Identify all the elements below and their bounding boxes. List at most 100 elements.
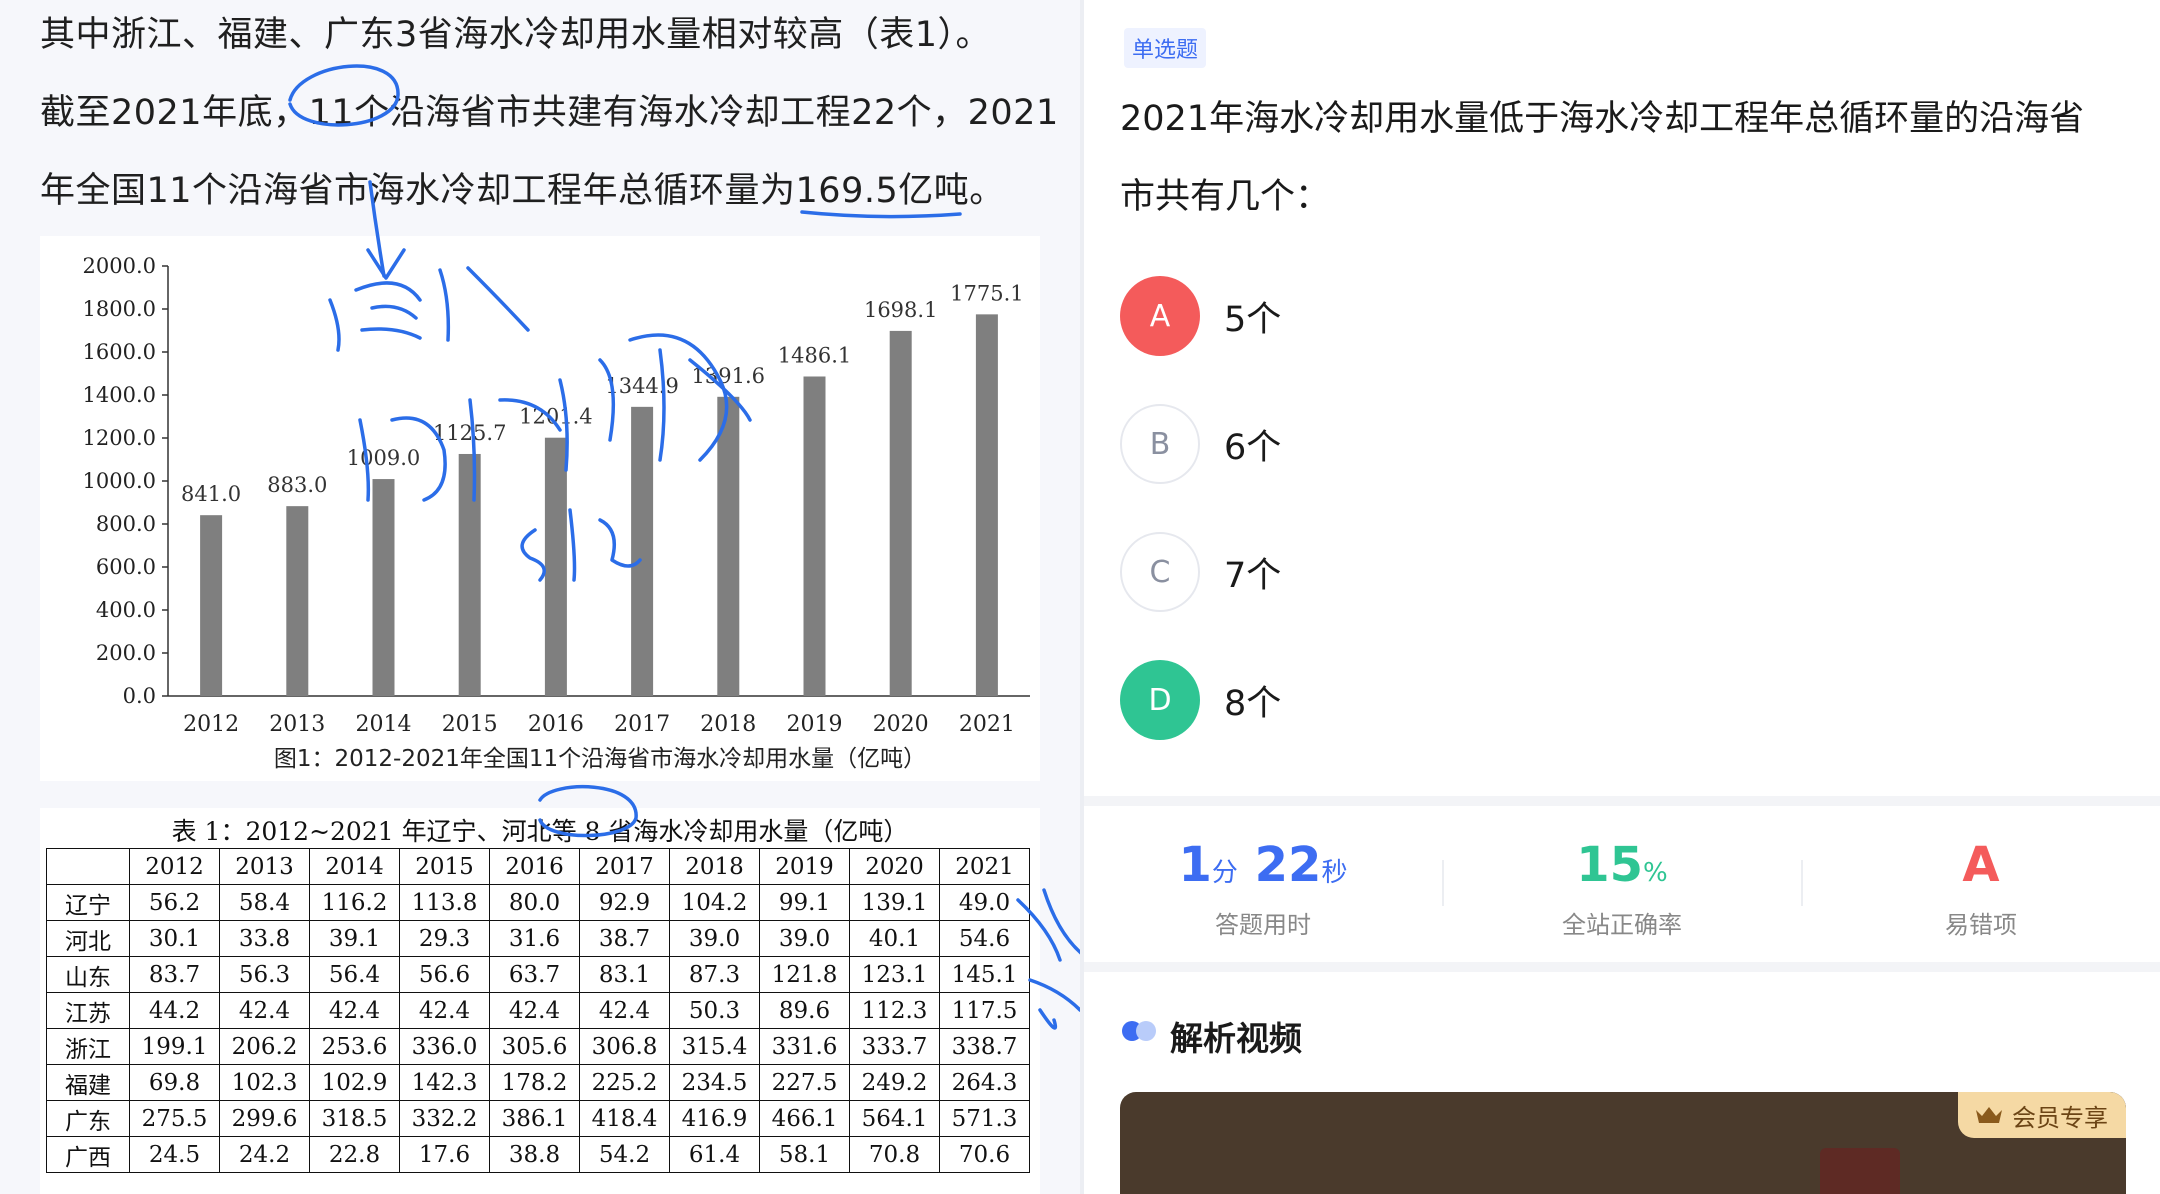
table-value-cell: 89.6 xyxy=(759,992,850,1029)
table-value-cell: 315.4 xyxy=(669,1028,760,1065)
data-table: 2012 2013 2014 2015 2016 2017 2018 2019 2020 2021… xyxy=(46,848,1030,1173)
table-value-cell: 56.6 xyxy=(399,956,490,993)
table-header-row: 2012 2013 2014 2015 2016 2017 2018 2019 2020 2021 xyxy=(46,848,1030,885)
table-value-cell: 83.7 xyxy=(129,956,220,993)
bar-value-label: 1391.6 xyxy=(692,364,765,388)
table-value-cell: 42.4 xyxy=(219,992,310,1029)
stat-time-min: 1 xyxy=(1178,837,1212,893)
table-value-cell: 54.6 xyxy=(939,920,1030,957)
y-tick-label: 0.0 xyxy=(123,684,156,708)
y-tick-label: 800.0 xyxy=(96,512,156,536)
stat-accuracy-unit: % xyxy=(1643,858,1668,888)
passage-line-1: 其中浙江、福建、广东3省海水冷却用水量相对较高（表1）。 xyxy=(40,15,992,55)
x-tick-label: 2021 xyxy=(959,712,1015,737)
y-tick-label: 200.0 xyxy=(96,641,156,665)
table-value-cell: 234.5 xyxy=(669,1064,760,1101)
table-value-cell: 50.3 xyxy=(669,992,760,1029)
table-value-cell: 113.8 xyxy=(399,884,490,921)
table-year-header: 2013 xyxy=(219,848,310,885)
table-value-cell: 39.1 xyxy=(309,920,400,957)
option-a-text: 5个 xyxy=(1224,299,1282,340)
table-province-cell: 河北 xyxy=(46,920,130,957)
stat-common-wrong: A 易错项 xyxy=(1802,835,2160,940)
table-value-cell: 416.9 xyxy=(669,1100,760,1137)
bar-value-label: 1009.0 xyxy=(347,446,420,470)
stat-divider xyxy=(1801,860,1803,906)
x-tick-label: 2014 xyxy=(356,712,412,737)
bar-value-label: 841.0 xyxy=(181,482,241,506)
option-a[interactable]: A 5个 xyxy=(1120,276,1281,356)
table-value-cell: 102.9 xyxy=(309,1064,400,1101)
table-row: 河北 30.1 33.8 39.1 29.3 31.6 38.7 39.0 39.0 40.1 54… xyxy=(46,920,1030,957)
y-tick-label: 1200.0 xyxy=(83,426,156,450)
option-d[interactable]: D 8个 xyxy=(1120,660,1281,740)
option-b-text: 6个 xyxy=(1224,427,1282,468)
video-section-title: 解析视频 xyxy=(1170,1019,1302,1058)
bar-value-label: 883.0 xyxy=(267,473,327,497)
crown-icon xyxy=(1976,1107,2002,1123)
table-value-cell: 112.3 xyxy=(849,992,940,1029)
y-tick-label: 1800.0 xyxy=(83,297,156,321)
table-value-cell: 56.2 xyxy=(129,884,220,921)
table-value-cell: 116.2 xyxy=(309,884,400,921)
table-year-header: 2014 xyxy=(309,848,400,885)
table-value-cell: 253.6 xyxy=(309,1028,400,1065)
y-tick-label: 1600.0 xyxy=(83,340,156,364)
option-b[interactable]: B 6个 xyxy=(1120,404,1281,484)
table-value-cell: 24.2 xyxy=(219,1136,310,1173)
table-province-cell: 广西 xyxy=(46,1136,130,1173)
table-value-cell: 42.4 xyxy=(489,992,580,1029)
table-province-cell: 浙江 xyxy=(46,1028,130,1065)
table-value-cell: 418.4 xyxy=(579,1100,670,1137)
table-value-cell: 386.1 xyxy=(489,1100,580,1137)
table-value-cell: 17.6 xyxy=(399,1136,490,1173)
table-value-cell: 117.5 xyxy=(939,992,1030,1029)
option-c-badge: C xyxy=(1120,532,1200,612)
play-icon[interactable] xyxy=(1820,1148,1900,1194)
bar-value-label: 1698.1 xyxy=(864,298,937,322)
table-title: 表 1：2012~2021 年辽宁、河北等 8 省海水冷却用水量（亿吨） xyxy=(171,817,909,846)
x-tick-label: 2020 xyxy=(873,712,929,737)
table-row: 浙江 199.1 206.2 253.6 336.0 305.6 306.8 315.4 331… xyxy=(46,1028,1030,1065)
table-value-cell: 121.8 xyxy=(759,956,850,993)
material-pane[interactable]: 其中浙江、福建、广东3省海水冷却用水量相对较高（表1）。 截至2021年底，11… xyxy=(0,0,1080,1194)
table-value-cell: 38.8 xyxy=(489,1136,580,1173)
table-value-cell: 333.7 xyxy=(849,1028,940,1065)
option-a-badge: A xyxy=(1120,276,1200,356)
table-province-cell: 江苏 xyxy=(46,992,130,1029)
table-value-cell: 199.1 xyxy=(129,1028,220,1065)
bar xyxy=(458,453,481,696)
x-tick-label: 2019 xyxy=(787,712,843,737)
option-b-badge: B xyxy=(1120,404,1200,484)
video-player[interactable]: 会员专享 xyxy=(1120,1092,2126,1194)
stat-common-wrong-label: 易错项 xyxy=(1945,911,2017,939)
table-value-cell: 275.5 xyxy=(129,1100,220,1137)
table-value-cell: 56.4 xyxy=(309,956,400,993)
table-value-cell: 83.1 xyxy=(579,956,670,993)
table-row: 江苏 44.2 42.4 42.4 42.4 42.4 42.4 50.3 89.6 112.3 1… xyxy=(46,992,1030,1029)
y-tick-label: 600.0 xyxy=(96,555,156,579)
y-tick-label: 1000.0 xyxy=(83,469,156,493)
video-section-icon xyxy=(1122,1021,1158,1041)
table-value-cell: 39.0 xyxy=(669,920,760,957)
table-value-cell: 30.1 xyxy=(129,920,220,957)
passage-line-3: 年全国11个沿海省市海水冷却工程年总循环量为169.5亿吨。 xyxy=(40,171,1005,211)
vip-badge[interactable]: 会员专享 xyxy=(1958,1092,2126,1138)
table-year-header: 2012 xyxy=(129,848,220,885)
question-pane[interactable]: 单选题 2021年海水冷却用水量低于海水冷却工程年总循环量的沿海省 市共有几个：… xyxy=(1084,0,2160,1194)
table-value-cell: 80.0 xyxy=(489,884,580,921)
table-value-cell: 206.2 xyxy=(219,1028,310,1065)
table-value-cell: 42.4 xyxy=(579,992,670,1029)
stat-accuracy-label: 全站正确率 xyxy=(1562,911,1682,939)
table-year-header: 2018 xyxy=(669,848,760,885)
pane-divider[interactable] xyxy=(1080,0,1084,1194)
table-value-cell: 338.7 xyxy=(939,1028,1030,1065)
table-row: 辽宁 56.2 58.4 116.2 113.8 80.0 92.9 104.2 99.1 139… xyxy=(46,884,1030,921)
table-value-cell: 61.4 xyxy=(669,1136,760,1173)
table-value-cell: 331.6 xyxy=(759,1028,850,1065)
stat-time-label: 答题用时 xyxy=(1215,911,1311,939)
table-value-cell: 336.0 xyxy=(399,1028,490,1065)
table-value-cell: 33.8 xyxy=(219,920,310,957)
option-c[interactable]: C 7个 xyxy=(1120,532,1281,612)
stat-time-min-unit: 分 xyxy=(1211,858,1238,888)
